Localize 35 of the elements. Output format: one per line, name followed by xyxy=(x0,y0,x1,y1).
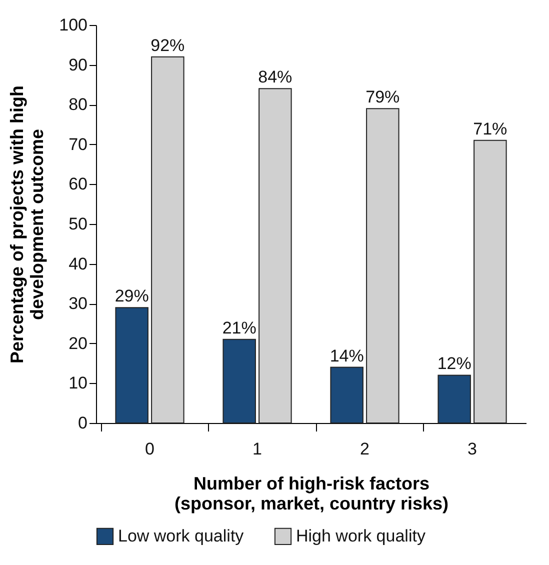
x-tick-label: 0 xyxy=(145,440,154,458)
y-tick-label: 70 xyxy=(68,134,88,154)
bar xyxy=(330,366,364,424)
data-label: 71% xyxy=(473,119,508,138)
data-label: 84% xyxy=(258,68,292,87)
y-tick-label: 100 xyxy=(59,16,88,34)
bar xyxy=(438,374,471,424)
y-tick-label: 60 xyxy=(68,174,88,194)
y-tick-label: 50 xyxy=(68,214,88,234)
bar xyxy=(474,140,507,424)
data-label: 12% xyxy=(437,354,472,374)
x-tick-label: 1 xyxy=(252,440,262,458)
y-axis-title: Percentage of projects with high development outcome xyxy=(7,85,48,364)
data-label: 14% xyxy=(330,346,364,366)
y-tick-label: 40 xyxy=(68,254,88,274)
y-tick-label: 10 xyxy=(68,374,88,393)
data-label: 29% xyxy=(114,286,149,306)
legend-label: High work quality xyxy=(296,526,426,546)
bar xyxy=(151,56,184,424)
bar xyxy=(115,307,148,424)
y-tick-label: 0 xyxy=(78,414,88,432)
x-tick-label: 2 xyxy=(360,440,370,458)
legend-label: Low work quality xyxy=(118,526,244,546)
x-tick-label: 3 xyxy=(468,440,477,458)
data-label: 92% xyxy=(150,36,185,55)
bar xyxy=(366,108,400,424)
y-tick-label: 80 xyxy=(68,95,88,114)
data-label: 79% xyxy=(366,88,400,107)
bar xyxy=(222,338,256,424)
y-tick-label: 20 xyxy=(68,334,88,353)
y-tick-label: 90 xyxy=(68,55,88,74)
data-label: 21% xyxy=(222,318,256,338)
bar xyxy=(258,88,292,424)
y-tick-label: 30 xyxy=(68,294,88,314)
x-axis-title: Number of high-risk factors (sponsor, market, country risks) xyxy=(174,474,449,514)
